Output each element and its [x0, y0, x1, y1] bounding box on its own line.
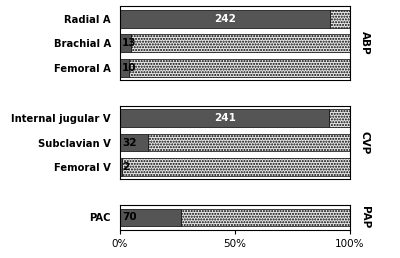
Bar [181, 208, 350, 226]
Text: 241: 241 [214, 113, 236, 123]
Bar [131, 34, 350, 52]
Text: ABP: ABP [360, 31, 370, 55]
Bar [120, 10, 330, 28]
Bar [148, 134, 350, 151]
Bar [120, 34, 131, 52]
Text: 242: 242 [214, 14, 236, 24]
Text: 2: 2 [122, 162, 129, 172]
Text: 10: 10 [122, 63, 136, 73]
Bar [120, 134, 148, 151]
Bar [329, 109, 350, 127]
Bar [120, 59, 129, 77]
Bar [120, 109, 329, 127]
Text: 13: 13 [122, 38, 136, 48]
Bar [330, 10, 350, 28]
Bar [120, 208, 181, 226]
Bar [120, 158, 122, 176]
Bar [122, 158, 350, 176]
Text: CVP: CVP [360, 131, 370, 154]
Bar [129, 59, 350, 77]
Text: 70: 70 [122, 212, 136, 222]
Text: PAP: PAP [360, 206, 370, 229]
Text: 32: 32 [122, 138, 136, 148]
